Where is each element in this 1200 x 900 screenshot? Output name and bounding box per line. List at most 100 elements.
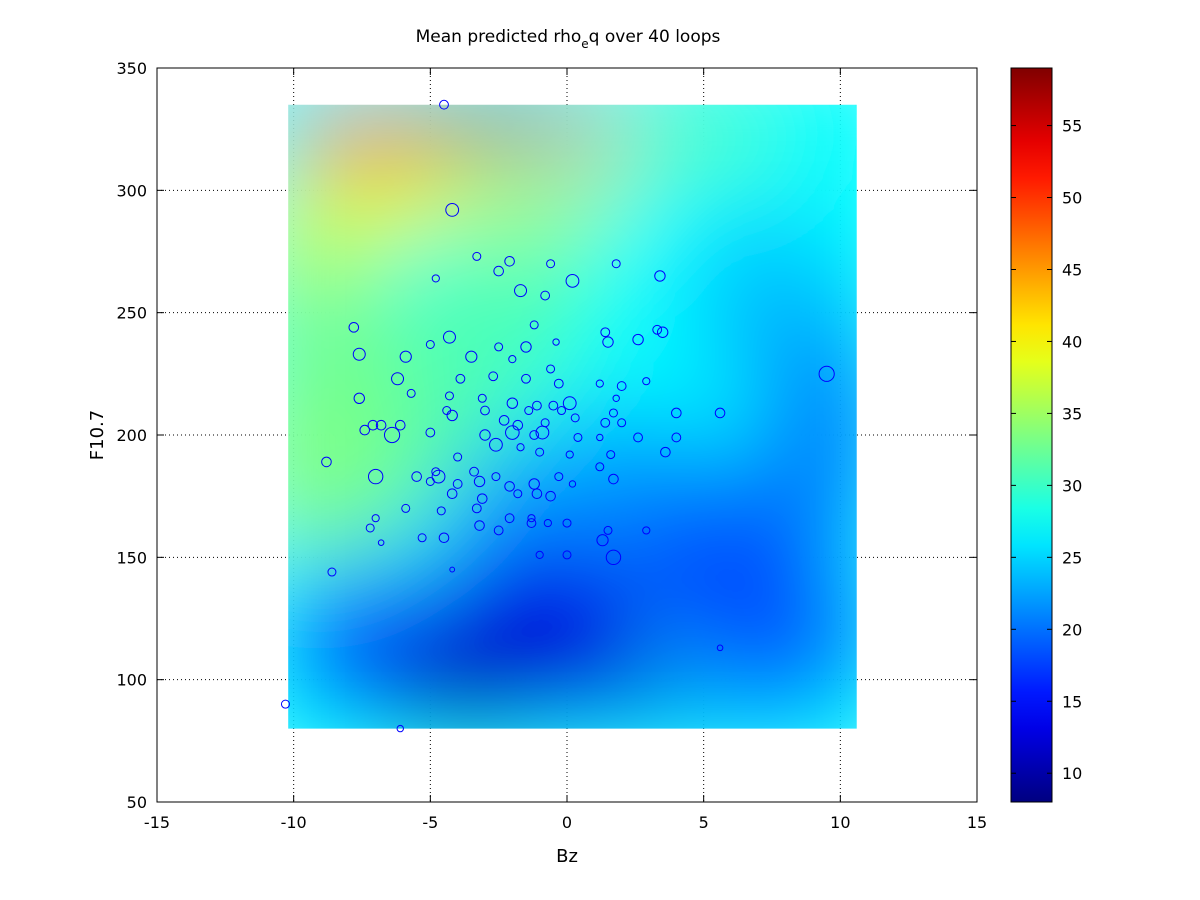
scatter-point [535, 550, 544, 559]
scatter-point [546, 364, 556, 374]
scatter-point [642, 526, 651, 535]
scatter-point [371, 514, 380, 523]
scatter-point [375, 419, 387, 431]
scatter-point [348, 322, 360, 333]
y-tick-label: 150 [116, 548, 147, 567]
scatter-point [616, 381, 627, 391]
scatter-point [612, 394, 620, 402]
scatter-point [449, 566, 456, 573]
scatter-point [353, 392, 365, 404]
scatter-point [474, 520, 485, 531]
scatter-point [608, 473, 619, 485]
scatter-point [493, 265, 504, 277]
scatter-point [401, 503, 411, 513]
scatter-point [359, 424, 371, 436]
colorbar-tick-label: 55 [1062, 117, 1082, 136]
scatter-point [671, 407, 682, 419]
scatter-point [642, 377, 651, 386]
scatter-point [452, 479, 463, 489]
y-tick-label: 250 [116, 304, 147, 323]
scatter-point [532, 400, 542, 411]
scatter-point [535, 425, 550, 440]
scatter-point [425, 427, 436, 438]
x-tick-label: 10 [830, 813, 850, 832]
scatter-point [504, 481, 515, 492]
scatter-point [605, 549, 622, 566]
prediction-field [288, 104, 857, 729]
scatter-point [548, 400, 559, 411]
scatter-point [476, 493, 488, 504]
scatter-point [479, 429, 491, 441]
scatter-point [520, 341, 532, 353]
colorbar-tick-label: 15 [1062, 692, 1082, 711]
colorbar-tick-label: 25 [1062, 548, 1082, 567]
y-tick-label: 300 [116, 181, 147, 200]
scatter-point [504, 255, 515, 267]
scatter-point [505, 425, 520, 440]
x-axis-label: Bz [556, 846, 578, 867]
scatter-point [524, 406, 534, 416]
y-tick-label: 50 [127, 793, 147, 812]
scatter-point [446, 488, 458, 500]
scatter-point [617, 418, 627, 428]
colorbar-tick-label: 40 [1062, 332, 1082, 351]
scatter-point [367, 419, 379, 431]
x-tick-label: -10 [281, 813, 307, 832]
scatter-point [471, 503, 482, 514]
scatter-point [545, 490, 556, 502]
scatter-point [514, 284, 528, 298]
scatter-point [528, 478, 540, 490]
scatter-point [603, 525, 613, 535]
scatter-point [498, 415, 510, 426]
scatter-point [399, 350, 412, 363]
scatter-point [535, 447, 545, 457]
scatter-point [365, 523, 375, 533]
scatter-point [595, 379, 604, 388]
scatter-point [431, 274, 440, 283]
scatter-point [595, 462, 605, 472]
colorbar-tick-label: 20 [1062, 620, 1082, 639]
scatter-point [557, 406, 567, 416]
scatter-point [489, 437, 503, 452]
colorbar-tick-label: 35 [1062, 404, 1082, 423]
scatter-point [477, 393, 487, 403]
scatter-point [377, 539, 385, 546]
scatter-point [543, 518, 552, 528]
scatter-point [513, 489, 523, 499]
scatter-point [632, 333, 644, 346]
scatter-point [526, 518, 537, 528]
scatter-point [608, 408, 618, 418]
scatter-point [714, 407, 726, 419]
scatter-point [546, 259, 556, 269]
scatter-point [465, 350, 478, 363]
scatter-point [529, 430, 540, 440]
scatter-point [488, 371, 499, 382]
scatter-point [521, 373, 531, 384]
scatter-point [491, 472, 501, 482]
chart-title: Mean predicted rhoeq over 40 loops [416, 27, 721, 51]
scatter-point [327, 567, 337, 577]
scatter-point [600, 417, 611, 428]
scatter-point [562, 396, 577, 411]
y-tick-label: 100 [116, 671, 147, 690]
scatter-point [391, 372, 405, 386]
scatter-point [512, 419, 524, 431]
scatter-point [280, 699, 290, 709]
scatter-point [493, 525, 504, 536]
scatter-point [480, 405, 490, 416]
scatter-point [602, 336, 614, 348]
axis-ticks: -15 -10 -5 0 5 10 15 50 100 150 200 250 300 350 [116, 59, 987, 832]
x-tick-label: -5 [422, 813, 438, 832]
x-tick-label: 5 [699, 813, 709, 832]
scatter-point [352, 347, 366, 361]
scatter-point [446, 409, 458, 422]
scatter-point [406, 388, 416, 398]
scatter-point [565, 273, 580, 288]
scatter-point [553, 378, 564, 389]
scatter-point [508, 355, 517, 364]
x-tick-label: 0 [562, 813, 572, 832]
scatter-point [445, 203, 460, 217]
scatter-point [431, 467, 441, 477]
scatter-point [417, 533, 427, 543]
